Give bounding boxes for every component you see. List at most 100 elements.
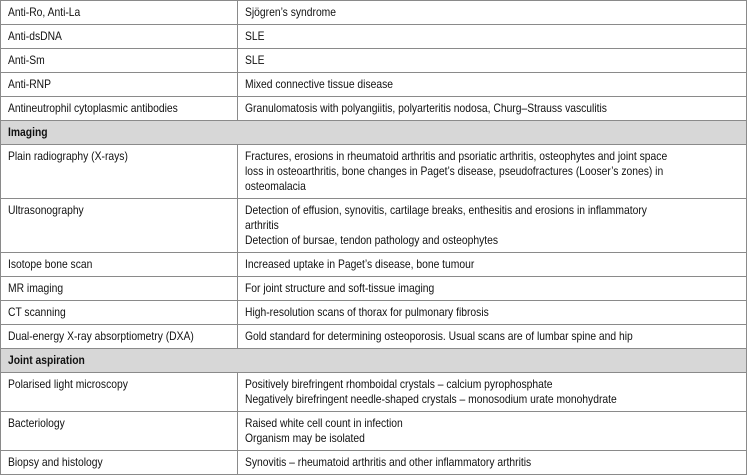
details-cell: Detection of effusion, synovitis, cartil… — [237, 198, 747, 253]
label-cell: Biopsy and histology — [0, 450, 238, 475]
detail-line: Raised white cell count in infection — [245, 416, 403, 430]
line: Anti-RNP — [8, 77, 231, 92]
row-label: Anti-Ro, Anti-La — [8, 5, 81, 19]
line: Raised white cell count in infection — [245, 416, 740, 431]
line: Positively birefringent rhomboidal cryst… — [245, 377, 740, 392]
row-label: Plain radiography (X-rays) — [8, 149, 128, 163]
detail-line: Synovitis – rheumatoid arthritis and oth… — [245, 455, 532, 469]
details-cell: High-resolution scans of thorax for pulm… — [237, 300, 747, 325]
detail-line: Positively birefringent rhomboidal cryst… — [245, 377, 553, 391]
details-cell: Positively birefringent rhomboidal cryst… — [237, 372, 747, 412]
table-row: Plain radiography (X-rays) Fractures, ero… — [0, 144, 747, 199]
label-cell: Ultrasonography — [0, 198, 238, 253]
line: Synovitis – rheumatoid arthritis and oth… — [245, 455, 740, 470]
label-cell: Anti-Ro, Anti-La — [0, 0, 238, 25]
line: MR imaging — [8, 281, 231, 296]
row-label: Isotope bone scan — [8, 257, 93, 271]
details-cell: Fractures, erosions in rheumatoid arthri… — [237, 144, 747, 199]
detail-line: Increased uptake in Paget’s disease, bon… — [245, 257, 475, 271]
details-cell: SLE — [237, 24, 747, 49]
table-row: Dual-energy X-ray absorptiometry (DXA) Go… — [0, 324, 747, 349]
label-cell: Dual-energy X-ray absorptiometry (DXA) — [0, 324, 238, 349]
line: Organism may be isolated — [245, 431, 740, 446]
label-cell: Plain radiography (X-rays) — [0, 144, 238, 199]
line: SLE — [245, 29, 740, 44]
table-row: Antineutrophil cytoplasmic antibodies Gra… — [0, 96, 747, 121]
line: Gold standard for determining osteoporos… — [245, 329, 740, 344]
detail-line: Gold standard for determining osteoporos… — [245, 329, 633, 343]
row-label: MR imaging — [8, 281, 64, 295]
line: Bacteriology — [8, 416, 231, 431]
line: Imaging — [8, 125, 740, 140]
row-label: Ultrasonography — [8, 203, 84, 217]
row-label: Anti-RNP — [8, 77, 52, 91]
row-label: Antineutrophil cytoplasmic antibodies — [8, 101, 178, 115]
line: Dual-energy X-ray absorptiometry (DXA) — [8, 329, 231, 344]
details-cell: Sjögren’s syndrome — [237, 0, 747, 25]
detail-line: Organism may be isolated — [245, 431, 365, 445]
table-row: MR imaging For joint structure and soft-t… — [0, 276, 747, 301]
label-cell: Antineutrophil cytoplasmic antibodies — [0, 96, 238, 121]
line: Anti-Ro, Anti-La — [8, 5, 231, 20]
line: High-resolution scans of thorax for pulm… — [245, 305, 740, 320]
table-row: Bacteriology Raised white cell count in i… — [0, 411, 747, 451]
detail-line: Detection of effusion, synovitis, cartil… — [245, 203, 647, 217]
line: CT scanning — [8, 305, 231, 320]
line: Fractures, erosions in rheumatoid arthri… — [245, 149, 740, 164]
line: Anti-dsDNA — [8, 29, 231, 44]
row-label: Anti-Sm — [8, 53, 45, 67]
detail-line: High-resolution scans of thorax for pulm… — [245, 305, 489, 319]
table-row: Polarised light microscopy Positively bir… — [0, 372, 747, 412]
details-cell: Gold standard for determining osteoporos… — [237, 324, 747, 349]
line: arthritis — [245, 218, 740, 233]
detail-line: Granulomatosis with polyangiitis, polyar… — [245, 101, 607, 115]
line: Isotope bone scan — [8, 257, 231, 272]
details-cell: SLE — [237, 48, 747, 73]
detail-line: Sjögren’s syndrome — [245, 5, 337, 19]
label-cell: Anti-RNP — [0, 72, 238, 97]
label-cell: Isotope bone scan — [0, 252, 238, 277]
line: Biopsy and histology — [8, 455, 231, 470]
table-row: Anti-Sm SLE — [0, 48, 747, 73]
line: Mixed connective tissue disease — [245, 77, 740, 92]
table-row: Biopsy and histology Synovitis – rheumato… — [0, 450, 747, 475]
detail-line: loss in osteoarthritis, bone changes in … — [245, 164, 664, 178]
table-row: Anti-RNP Mixed connective tissue disease — [0, 72, 747, 97]
row-label: Bacteriology — [8, 416, 65, 430]
line: Ultrasonography — [8, 203, 231, 218]
line: Polarised light microscopy — [8, 377, 231, 392]
section-header: Joint aspiration — [8, 353, 85, 367]
line: Sjögren’s syndrome — [245, 5, 740, 20]
table-row: Anti-dsDNA SLE — [0, 24, 747, 49]
line: Detection of effusion, synovitis, cartil… — [245, 203, 740, 218]
table-row: Ultrasonography Detection of effusion, sy… — [0, 198, 747, 253]
row-label: Polarised light microscopy — [8, 377, 128, 391]
row-label: Anti-dsDNA — [8, 29, 62, 43]
line: Detection of bursae, tendon pathology an… — [245, 233, 740, 248]
section-cell: Imaging — [0, 120, 747, 145]
line: Antineutrophil cytoplasmic antibodies — [8, 101, 231, 116]
line: loss in osteoarthritis, bone changes in … — [245, 164, 740, 179]
label-cell: MR imaging — [0, 276, 238, 301]
table-row: Anti-Ro, Anti-La Sjögren’s syndrome — [0, 0, 747, 25]
label-cell: Polarised light microscopy — [0, 372, 238, 412]
line: Anti-Sm — [8, 53, 231, 68]
section-cell: Joint aspiration — [0, 348, 747, 373]
details-cell: For joint structure and soft-tissue imag… — [237, 276, 747, 301]
line: Plain radiography (X-rays) — [8, 149, 231, 164]
details-cell: Increased uptake in Paget’s disease, bon… — [237, 252, 747, 277]
row-label: Dual-energy X-ray absorptiometry (DXA) — [8, 329, 194, 343]
line: Granulomatosis with polyangiitis, polyar… — [245, 101, 740, 116]
label-cell: CT scanning — [0, 300, 238, 325]
detail-line: Fractures, erosions in rheumatoid arthri… — [245, 149, 668, 163]
table-row: Isotope bone scan Increased uptake in Pag… — [0, 252, 747, 277]
row-label: CT scanning — [8, 305, 66, 319]
row-label: Biopsy and histology — [8, 455, 103, 469]
line: For joint structure and soft-tissue imag… — [245, 281, 740, 296]
details-cell: Granulomatosis with polyangiitis, polyar… — [237, 96, 747, 121]
table-row: CT scanning High-resolution scans of thor… — [0, 300, 747, 325]
details-cell: Mixed connective tissue disease — [237, 72, 747, 97]
detail-line: SLE — [245, 29, 265, 43]
